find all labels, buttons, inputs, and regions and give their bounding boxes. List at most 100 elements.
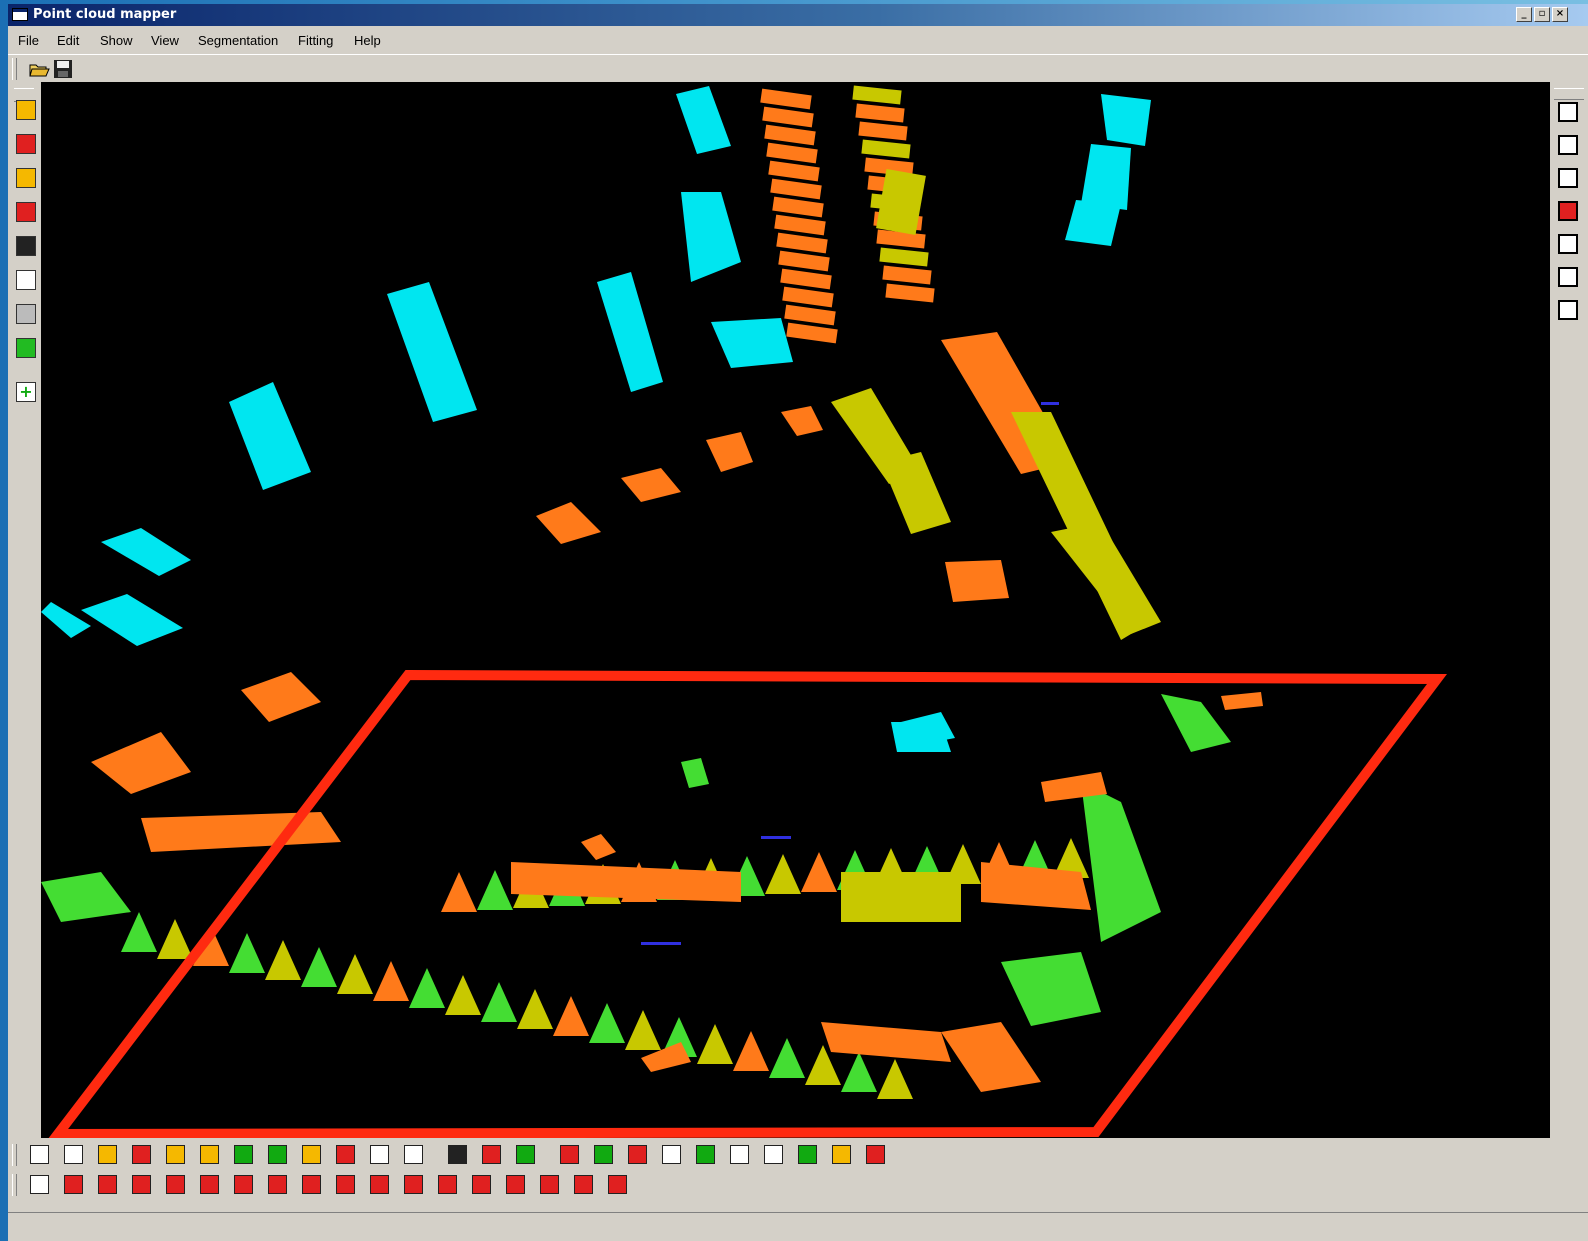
building-outline-icon[interactable]: [866, 1145, 885, 1164]
point-cloud-segment: [681, 758, 709, 788]
eye-view-icon-6[interactable]: [1558, 267, 1578, 287]
dots-red-icon[interactable]: [574, 1175, 593, 1194]
right-toolbar: [1552, 86, 1588, 1136]
point-cloud-segment: [1101, 94, 1151, 146]
menu-help[interactable]: Help: [354, 33, 381, 48]
rect-white-icon[interactable]: [30, 1175, 49, 1194]
diag-red-icon[interactable]: [234, 1175, 253, 1194]
right-toolbar-grip: [1554, 88, 1584, 100]
building-orange-icon[interactable]: [302, 1145, 321, 1164]
gradient-white-icon[interactable]: [16, 270, 36, 290]
double-arrow-icon[interactable]: [662, 1145, 681, 1164]
select-region-icon[interactable]: [16, 100, 36, 120]
menu-show[interactable]: Show: [100, 33, 133, 48]
select-building-icon[interactable]: [16, 134, 36, 154]
points-red-icon[interactable]: [482, 1145, 501, 1164]
h-bars-icon[interactable]: [302, 1175, 321, 1194]
eye-view-icon-5[interactable]: [1558, 234, 1578, 254]
point-cloud-segment: [855, 103, 905, 123]
close-button[interactable]: ×: [1552, 7, 1568, 22]
point-cloud-segment: [589, 1003, 625, 1043]
point-cloud-segment: [41, 602, 91, 638]
grid2-red-icon[interactable]: [540, 1175, 559, 1194]
select-dark-green-icon[interactable]: [268, 1145, 287, 1164]
green-edit-icon[interactable]: [16, 338, 36, 358]
cross-red-icon[interactable]: [628, 1145, 647, 1164]
cross-hatch-icon[interactable]: [200, 1175, 219, 1194]
v-bars-icon[interactable]: [336, 1175, 355, 1194]
point-cloud-segment: [821, 1022, 951, 1062]
point-cloud-segment: [301, 947, 337, 987]
restore-button[interactable]: ▫: [1534, 7, 1550, 22]
grid-red-icon[interactable]: [98, 1175, 117, 1194]
select-red-icon[interactable]: [132, 1145, 151, 1164]
gradient-gray-icon[interactable]: [16, 304, 36, 324]
point-grid-icon[interactable]: [16, 236, 36, 256]
points-green-icon[interactable]: [516, 1145, 535, 1164]
stripes-red-icon[interactable]: [64, 1175, 83, 1194]
outline-white-icon[interactable]: [730, 1145, 749, 1164]
bottom-toolbar-1-grip: [12, 1144, 17, 1166]
hatch-red-icon[interactable]: [166, 1175, 185, 1194]
square-outline-icon[interactable]: [404, 1145, 423, 1164]
point-cloud-segment: [760, 88, 812, 110]
menu-file[interactable]: File: [18, 33, 39, 48]
menu-view[interactable]: View: [151, 33, 179, 48]
building-red-icon[interactable]: [336, 1145, 355, 1164]
point-cloud-segment: [373, 961, 409, 1001]
save-disk-icon[interactable]: [52, 58, 74, 80]
bars-red-icon[interactable]: [132, 1175, 151, 1194]
open-folder-icon[interactable]: [28, 58, 50, 80]
point-cloud-render[interactable]: [41, 82, 1550, 1138]
point-cloud-segment: [876, 168, 926, 236]
eye-view-icon-4[interactable]: [1558, 201, 1578, 221]
point-cloud-viewport[interactable]: [41, 82, 1550, 1138]
outline-orange-icon[interactable]: [832, 1145, 851, 1164]
point-cloud-segment: [101, 528, 191, 576]
menu-fitting[interactable]: Fitting: [298, 33, 334, 48]
select-green-icon[interactable]: [234, 1145, 253, 1164]
target-icon[interactable]: [370, 1175, 389, 1194]
select-yellow-icon[interactable]: [166, 1145, 185, 1164]
add-plus-icon[interactable]: +: [16, 382, 36, 402]
roof-segment-icon[interactable]: [16, 168, 36, 188]
steps-red-icon[interactable]: [506, 1175, 525, 1194]
eye-view-icon-1[interactable]: [1558, 102, 1578, 122]
select-white-icon[interactable]: [200, 1145, 219, 1164]
flower-red-icon[interactable]: [404, 1175, 423, 1194]
point-cloud-segment: [778, 250, 830, 272]
window-title: Point cloud mapper: [33, 7, 177, 22]
points-white-icon[interactable]: [448, 1145, 467, 1164]
point-cloud-segment: [776, 232, 828, 254]
outline-check-icon[interactable]: [798, 1145, 817, 1164]
crosshair-icon[interactable]: [64, 1145, 83, 1164]
bottom-toolbar-2: [8, 1170, 1588, 1200]
point-cloud-segment: [1081, 144, 1131, 210]
rotate-icon[interactable]: [30, 1145, 49, 1164]
point-cloud-segment: [1161, 694, 1231, 752]
minimize-button[interactable]: _: [1516, 7, 1532, 22]
house-outline-icon[interactable]: [16, 202, 36, 222]
polygon-icon[interactable]: [370, 1145, 389, 1164]
point-cloud-segment: [511, 862, 741, 902]
eye-view-icon-2[interactable]: [1558, 135, 1578, 155]
point-cloud-segment: [774, 214, 826, 236]
point-cloud-segment: [706, 432, 753, 472]
eye-view-icon-7[interactable]: [1558, 300, 1578, 320]
select-orange-icon[interactable]: [98, 1145, 117, 1164]
menu-edit[interactable]: Edit: [57, 33, 80, 48]
point-cloud-segment: [881, 452, 951, 534]
point-cloud-segment: [733, 1031, 769, 1071]
stack-red-icon[interactable]: [472, 1175, 491, 1194]
star-red-icon[interactable]: [608, 1175, 627, 1194]
arrows-red-icon[interactable]: [438, 1175, 457, 1194]
line-green-icon[interactable]: [696, 1145, 715, 1164]
point-cloud-segment: [762, 106, 814, 128]
green-square-icon[interactable]: [594, 1145, 613, 1164]
point-cloud-segment: [782, 286, 834, 308]
eye-view-icon-3[interactable]: [1558, 168, 1578, 188]
menu-segmentation[interactable]: Segmentation: [198, 33, 279, 48]
outline-green-icon[interactable]: [764, 1145, 783, 1164]
x-red-icon[interactable]: [268, 1175, 287, 1194]
rotate-red-icon[interactable]: [560, 1145, 579, 1164]
